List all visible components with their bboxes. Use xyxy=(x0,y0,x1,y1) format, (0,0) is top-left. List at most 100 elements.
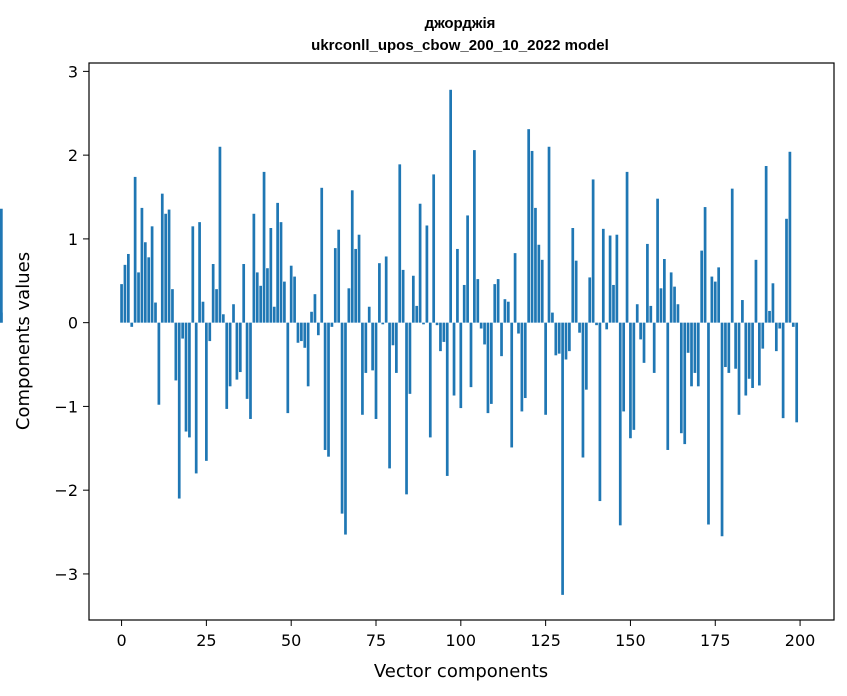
bar-117 xyxy=(517,322,520,334)
chart-subtitle: ukrconll_upos_cbow_200_10_2022 model xyxy=(311,37,609,54)
bar-109 xyxy=(490,322,493,404)
bar-14 xyxy=(167,209,171,323)
bar-40 xyxy=(255,272,259,323)
bar-59 xyxy=(320,187,324,323)
bar-188 xyxy=(758,322,761,386)
bar-91 xyxy=(428,322,432,438)
bar-12 xyxy=(160,193,164,323)
bar-126 xyxy=(547,146,551,323)
bar-72 xyxy=(364,322,368,373)
bar-30 xyxy=(221,314,225,323)
bar-161 xyxy=(666,322,670,450)
x-tick-label: 125 xyxy=(530,631,561,650)
bar-88 xyxy=(418,203,422,323)
bar-150 xyxy=(629,322,632,439)
bar-6 xyxy=(140,207,144,323)
bar-168 xyxy=(690,322,693,387)
bar-153 xyxy=(639,322,642,340)
bar-undefined xyxy=(0,208,3,323)
bar-110 xyxy=(493,284,497,323)
x-tick-label: 50 xyxy=(281,631,301,650)
bar-140 xyxy=(595,322,598,326)
bar-116 xyxy=(513,253,517,323)
y-tick-label: 2 xyxy=(68,146,78,165)
bar-105 xyxy=(476,279,480,323)
bar-146 xyxy=(615,234,619,323)
bar-160 xyxy=(663,259,666,323)
bar-198 xyxy=(791,322,795,327)
bar-122 xyxy=(534,207,537,323)
bar-66 xyxy=(344,322,347,535)
y-axis-ticks: −3 −2 −1 0 1 2 3 xyxy=(54,62,89,584)
bar-139 xyxy=(591,179,595,323)
bar-25 xyxy=(205,322,208,461)
bar-79 xyxy=(388,322,391,469)
bar-9 xyxy=(150,226,154,323)
bar-48 xyxy=(283,281,286,323)
bar-78 xyxy=(384,256,388,323)
chart-title: джорджія xyxy=(425,15,496,32)
bar-36 xyxy=(242,264,246,323)
bar-53 xyxy=(300,322,303,342)
bar-170 xyxy=(696,322,700,387)
bar-143 xyxy=(605,322,609,330)
bar-0 xyxy=(120,284,123,323)
bar-159 xyxy=(659,288,663,323)
bar-17 xyxy=(177,322,181,499)
bar-85 xyxy=(408,322,412,394)
bar-166 xyxy=(683,322,687,445)
bar-87 xyxy=(415,305,419,323)
bar-123 xyxy=(537,244,541,323)
bar-81 xyxy=(395,322,398,373)
bar-120 xyxy=(527,129,531,323)
bar-55 xyxy=(306,322,310,387)
bar-29 xyxy=(218,146,222,323)
bar-145 xyxy=(612,284,615,323)
bar-156 xyxy=(649,305,653,323)
bar-41 xyxy=(259,285,263,323)
bar-183 xyxy=(741,300,744,323)
bar-174 xyxy=(710,276,714,323)
bar-164 xyxy=(676,304,680,323)
bar-51 xyxy=(293,276,296,323)
x-tick-label: 0 xyxy=(116,631,126,650)
bar-61 xyxy=(327,322,330,457)
bar-173 xyxy=(707,322,710,525)
bar-38 xyxy=(249,322,252,419)
y-tick-label: 3 xyxy=(68,62,78,81)
plot-frame xyxy=(88,62,835,621)
bar-92 xyxy=(432,174,436,323)
bar-76 xyxy=(378,263,381,323)
bar-134 xyxy=(574,260,578,323)
bar-70 xyxy=(357,234,361,323)
bar-107 xyxy=(483,322,486,345)
bar-169 xyxy=(693,322,697,373)
bar-32 xyxy=(228,322,232,387)
bar-181 xyxy=(734,322,737,369)
bar-97 xyxy=(449,89,452,323)
bar-106 xyxy=(479,322,483,329)
bar-189 xyxy=(761,322,765,349)
bar-104 xyxy=(473,150,476,323)
bar-31 xyxy=(225,322,229,409)
bar-94 xyxy=(439,322,442,352)
bar-16 xyxy=(174,322,178,381)
bar-13 xyxy=(164,213,168,323)
bar-73 xyxy=(367,306,371,323)
bar-113 xyxy=(503,299,507,323)
bar-102 xyxy=(466,215,469,323)
bar-93 xyxy=(435,322,439,326)
bar-65 xyxy=(340,322,344,514)
bar-80 xyxy=(391,322,395,346)
bar-46 xyxy=(276,202,279,323)
x-tick-label: 75 xyxy=(366,631,386,650)
bar-190 xyxy=(764,166,768,323)
bar-157 xyxy=(652,322,656,373)
bar-149 xyxy=(625,171,629,323)
bar-165 xyxy=(679,322,683,434)
bar-118 xyxy=(520,322,524,412)
bar-130 xyxy=(561,322,564,595)
bar-60 xyxy=(323,322,327,450)
bar-3 xyxy=(130,322,134,327)
